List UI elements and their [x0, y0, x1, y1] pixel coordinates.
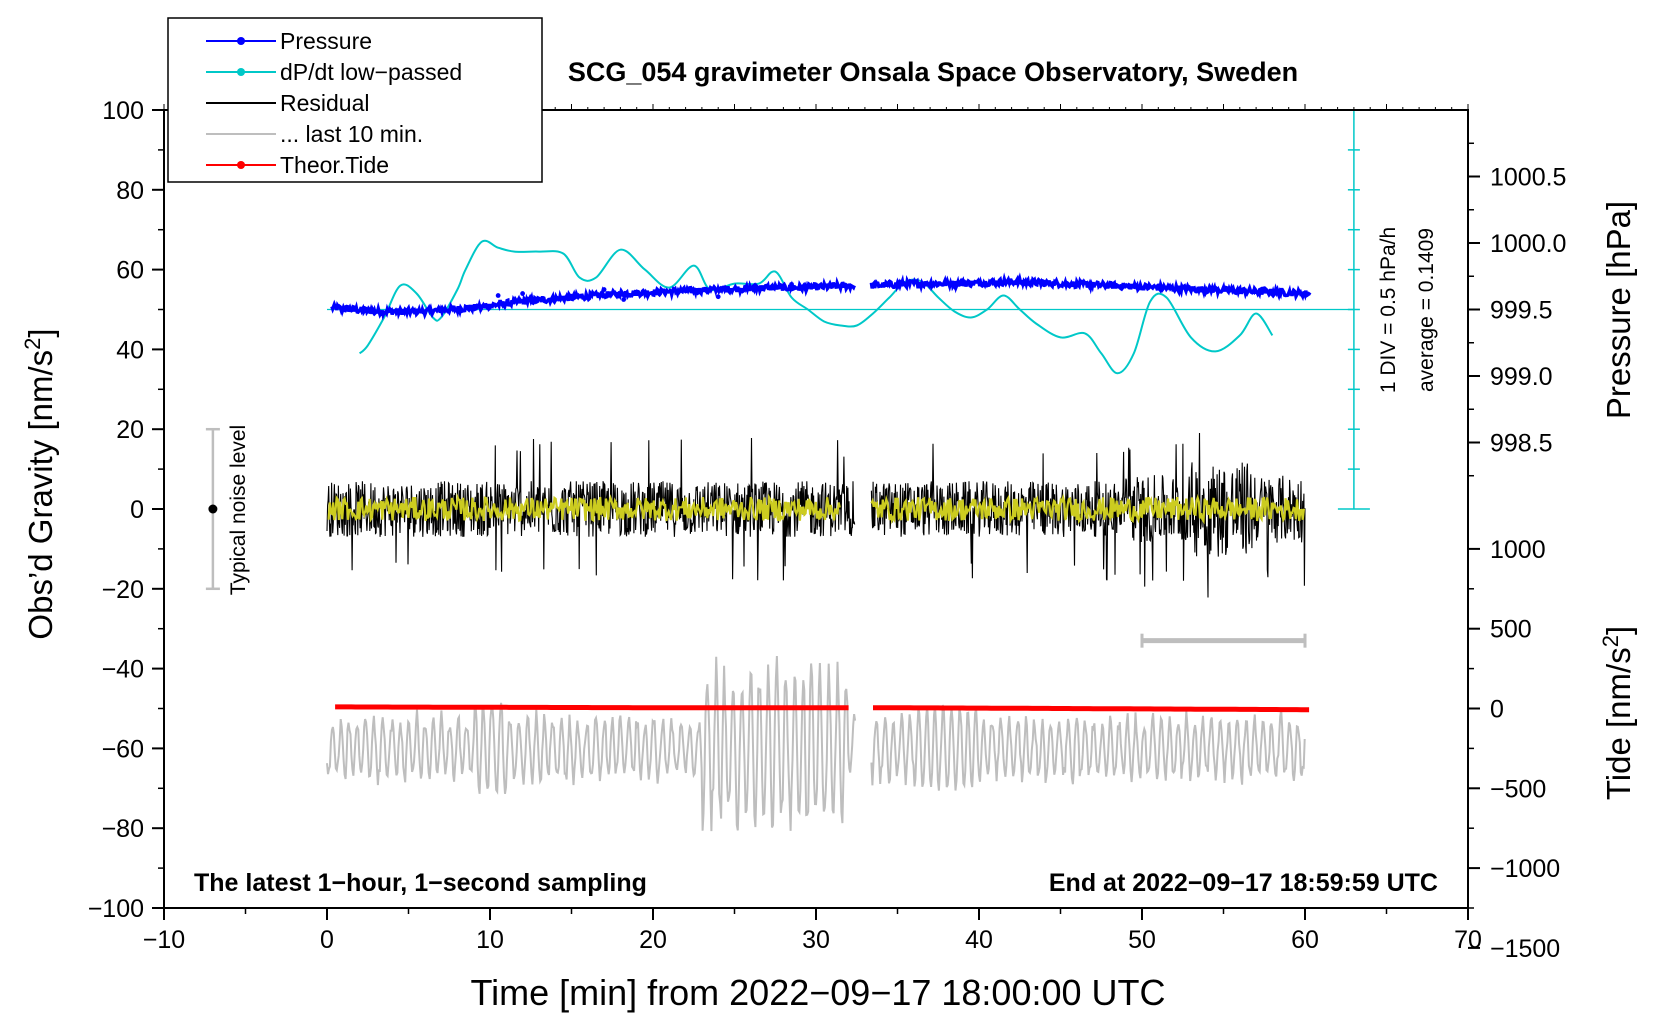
legend-label-1: dP/dt low−passed	[280, 59, 462, 85]
legend: Pressure dP/dt low−passed Residual ... last…	[167, 17, 543, 183]
pressure-point-3	[601, 287, 607, 292]
pressure-line-segment-2	[869, 272, 1312, 302]
residual-mean-line-2	[870, 493, 1305, 525]
y-tick-label: 60	[116, 257, 144, 285]
tide-tick-label: −1500	[1490, 935, 1560, 963]
pressure-point-2	[520, 291, 525, 296]
y-tick-label: −40	[102, 656, 144, 684]
x-tick-label: 10	[476, 926, 504, 954]
y-axis-title: Obs’d Gravity [nm/s2]	[20, 328, 59, 639]
sampling-note: The latest 1−hour, 1−second sampling	[194, 869, 647, 897]
y-tick-label: 0	[130, 496, 144, 524]
legend-marker-0	[237, 37, 245, 45]
tide-tick-label: 1000	[1490, 536, 1546, 564]
typical-noise-marker	[205, 427, 220, 591]
tide-tick-label: 500	[1490, 616, 1532, 644]
noise-center-dot	[208, 504, 218, 514]
legend-marker-1	[237, 68, 245, 76]
end-time-note: End at 2022−09−17 18:59:59 UTC	[1049, 869, 1438, 897]
div-note: 1 DIV = 0.5 hPa/h	[1377, 227, 1400, 393]
y-tick-label: −100	[88, 895, 144, 923]
pressure-point-8	[1041, 282, 1047, 288]
x-tick-label: 60	[1291, 926, 1319, 954]
y-tick-label: −80	[102, 815, 144, 843]
x-tick-label: 0	[320, 926, 334, 954]
noise-level-label: Typical noise level	[227, 425, 250, 595]
x-axis-title: Time [min] from 2022−09−17 18:00:00 UTC	[470, 972, 1165, 1013]
average-note: average = 0.1409	[1415, 228, 1438, 392]
x-tick-label: 50	[1128, 926, 1156, 954]
tide-axis-title: Tide [nm/s2]	[1598, 626, 1637, 800]
axes-layer: −10 0 10 20 30 40 50 60 70−100−80−60−40−20020406…	[88, 97, 1567, 963]
pressure-point-1	[495, 293, 501, 298]
legend-label-3: ... last 10 min.	[280, 121, 423, 147]
x-tick-label: 40	[965, 926, 993, 954]
x-tick-label: 30	[802, 926, 830, 954]
y-tick-label: 80	[116, 177, 144, 205]
tide-tick-label: 0	[1490, 696, 1504, 724]
pressure-tick-label: 998.5	[1490, 429, 1553, 457]
y-tick-label: 100	[102, 97, 144, 125]
residual-mean-line-1	[327, 493, 841, 523]
pressure-point-10	[1261, 286, 1267, 292]
pressure-tick-label: 999.0	[1490, 363, 1553, 391]
pressure-point-6	[789, 281, 794, 287]
pressure-tick-label: 1000.0	[1490, 230, 1566, 258]
last-10-min-line-1	[326, 655, 857, 832]
chart-title: SCG_054 gravimeter Onsala Space Observat…	[568, 57, 1298, 87]
tide-line-segment-2	[873, 705, 1310, 713]
x-tick-label: 20	[639, 926, 667, 954]
tide-tick-label: −500	[1490, 775, 1546, 803]
legend-box	[167, 17, 543, 183]
legend-label-4: Theor.Tide	[280, 152, 389, 178]
tide-tick-label: −1000	[1490, 855, 1560, 883]
legend-marker-4	[237, 161, 245, 169]
pressure-point-7	[960, 278, 966, 284]
x-tick-label: −10	[143, 926, 185, 954]
y-tick-label: −60	[102, 735, 144, 763]
pressure-point-9	[1155, 283, 1161, 289]
pressure-axis-title: Pressure [hPa]	[1600, 201, 1637, 419]
legend-label-2: Residual	[280, 90, 370, 116]
y-tick-label: 20	[116, 416, 144, 444]
x-tick-label: 70	[1454, 926, 1482, 954]
dpdt-lowpassed-line	[358, 239, 1274, 375]
pressure-point-5	[715, 294, 721, 300]
pressure-point-4	[621, 297, 627, 302]
y-tick-label: −20	[102, 576, 144, 604]
tide-line-segment-1	[335, 704, 849, 711]
y-tick-label: 40	[116, 336, 144, 364]
series-layer	[205, 109, 1370, 832]
pressure-line-segment-1	[330, 276, 856, 321]
pressure-tick-label: 1000.5	[1490, 164, 1566, 192]
pressure-tick-label: 999.5	[1490, 297, 1553, 325]
last-10-min-scale-bar	[1140, 633, 1307, 648]
legend-label-0: Pressure	[280, 28, 372, 54]
